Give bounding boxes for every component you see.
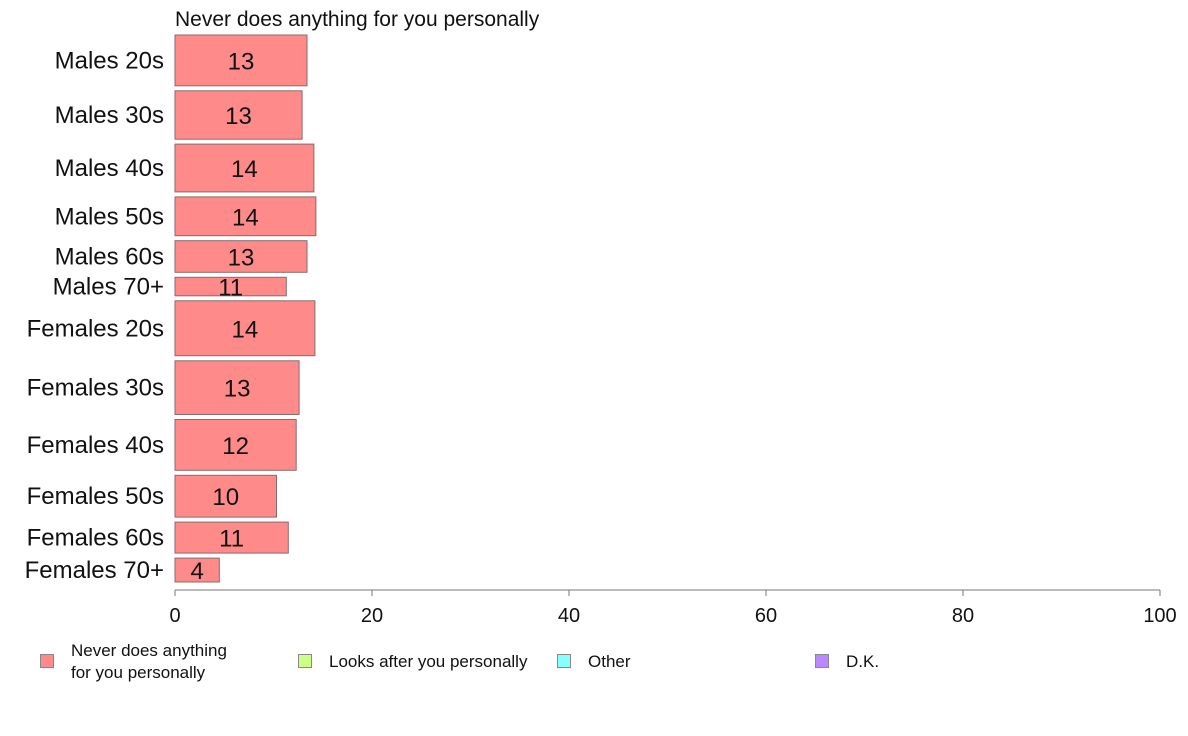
bar-females-70 (174, 557, 220, 583)
bar-females-20s (174, 300, 316, 357)
x-axis: 0 20 40 60 80 100 (169, 589, 1177, 627)
x-tick-label-0: 0 (169, 605, 180, 627)
category-label-males-30s: Males 30s (55, 102, 164, 129)
value-label-females-20s: 14 (232, 316, 259, 343)
bar-males-30s (174, 90, 303, 140)
value-label-males-40s: 14 (231, 156, 258, 183)
value-label-males-20s: 13 (228, 48, 255, 75)
value-label-males-60s: 13 (228, 245, 255, 272)
value-label-females-70: 4 (191, 558, 204, 585)
category-label-males-20s: Males 20s (55, 47, 164, 74)
legend-label-never: Never does anything for you personally (71, 641, 227, 682)
bar-males-20s (174, 34, 308, 87)
value-label-males-50s: 14 (232, 204, 259, 231)
bar-females-50s (174, 474, 277, 518)
value-label-females-30s: 13 (224, 376, 251, 403)
x-tick-label-40: 40 (558, 605, 580, 627)
bar-females-40s (174, 419, 297, 471)
category-label-females-20s: Females 20s (27, 315, 164, 342)
bar-males-50s (174, 196, 317, 237)
value-label-females-50s: 10 (212, 484, 239, 511)
bar-males-40s (174, 143, 315, 193)
x-tick-label-20: 20 (361, 605, 383, 627)
legend-label-other: Other (588, 652, 631, 671)
category-label-females-40s: Females 40s (27, 432, 164, 459)
value-label-females-60s: 11 (219, 526, 244, 553)
legend-item-looks-after: Looks after you personally (298, 640, 527, 673)
legend-item-other: Other (557, 640, 631, 673)
legend-swatch-dk (815, 654, 829, 668)
legend-item-dk: D.K. (815, 640, 879, 673)
category-label-females-50s: Females 50s (27, 483, 164, 510)
value-label-males-30s: 13 (225, 103, 252, 130)
bar-females-60s (174, 521, 289, 554)
x-tick-label-80: 80 (952, 605, 974, 627)
category-label-males-60s: Males 60s (55, 244, 164, 271)
category-label-males-40s: Males 40s (55, 155, 164, 182)
category-label-females-60s: Females 60s (27, 525, 164, 552)
legend-item-never: Never does anything for you personally (40, 640, 227, 684)
category-label-females-70: Females 70+ (25, 557, 164, 584)
legend-swatch-looks-after (298, 654, 312, 668)
category-label-males-70: Males 70+ (53, 274, 164, 301)
legend-label-dk: D.K. (846, 652, 880, 671)
bar-males-60s (174, 240, 308, 273)
bars-group: Males 20s 13 Males 30s 13 Males 40s 14 Males 5… (25, 34, 317, 585)
legend-swatch-other (557, 654, 571, 668)
bar-females-30s (174, 360, 300, 415)
legend-label-looks-after: Looks after you personally (329, 652, 528, 671)
legend: Never does anything for you personally L… (0, 640, 1188, 700)
x-tick-label-100: 100 (1143, 605, 1176, 627)
category-label-females-30s: Females 30s (27, 375, 164, 402)
value-label-males-70: 11 (218, 275, 243, 302)
category-label-males-50s: Males 50s (55, 203, 164, 230)
bar-males-70 (174, 276, 287, 297)
legend-swatch-never (40, 654, 54, 668)
value-label-females-40s: 12 (222, 433, 249, 460)
chart-title: Never does anything for you personally (175, 8, 540, 31)
x-tick-label-60: 60 (755, 605, 777, 627)
